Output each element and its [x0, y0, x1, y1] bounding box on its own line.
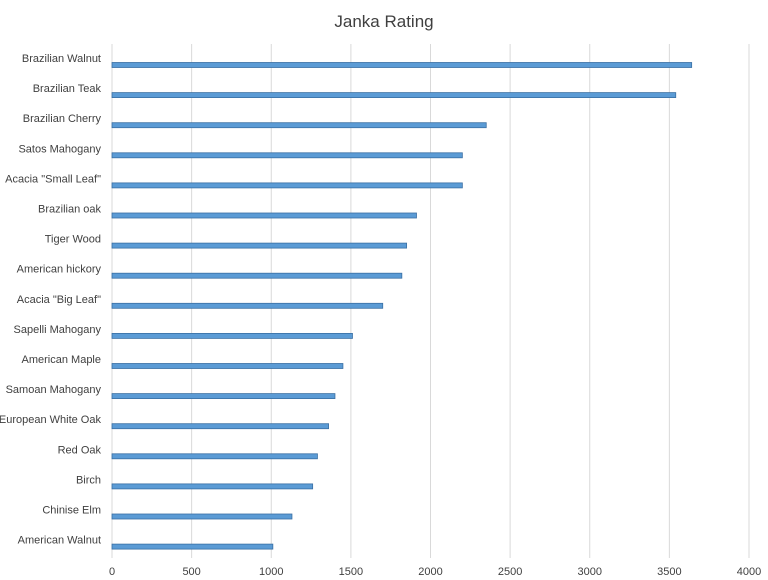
x-tick-label: 500: [182, 566, 200, 578]
bar: [111, 62, 693, 68]
category-label: Chinise Elm: [42, 505, 101, 517]
category-label: American hickory: [17, 264, 102, 276]
category-label: Acacia "Small Leaf": [5, 173, 101, 185]
bar: [111, 543, 274, 550]
category-label: Brazilian Walnut: [22, 53, 101, 65]
bar: [111, 242, 408, 249]
category-label: Tiger Wood: [45, 234, 101, 246]
category-label: Birch: [76, 474, 101, 486]
bar: [111, 483, 314, 490]
x-tick-label: 3500: [657, 566, 681, 578]
bar: [111, 122, 487, 129]
category-label: American Walnut: [18, 535, 101, 547]
bar: [111, 423, 329, 430]
category-label: American Maple: [22, 354, 101, 366]
bar: [111, 332, 353, 339]
category-label: Sapelli Mahogany: [14, 324, 102, 336]
bar: [111, 92, 677, 98]
x-tick-label: 0: [109, 566, 115, 578]
x-tick-label: 1500: [339, 566, 363, 578]
bar: [111, 453, 318, 460]
bar: [111, 272, 403, 279]
x-tick-label: 3000: [578, 566, 602, 578]
chart-title: Janka Rating: [334, 12, 434, 31]
x-tick-label: 1000: [259, 566, 283, 578]
bar: [111, 393, 336, 400]
bar: [111, 212, 417, 219]
category-label: Brazilian Teak: [33, 83, 102, 95]
category-label: Brazilian Cherry: [23, 113, 102, 125]
category-label: Acacia "Big Leaf": [17, 294, 101, 306]
bar: [111, 302, 384, 309]
bar: [111, 513, 293, 520]
category-label: Brazilian oak: [38, 204, 101, 216]
category-label: Satos Mahogany: [18, 143, 101, 155]
x-tick-label: 4000: [737, 566, 761, 578]
bar: [111, 363, 344, 369]
x-tick-label: 2000: [418, 566, 442, 578]
category-label: Samoan Mahogany: [6, 384, 102, 396]
bar: [111, 182, 463, 189]
bar: [111, 152, 463, 159]
category-label: Red Oak: [58, 444, 102, 456]
category-label: European White Oak: [0, 414, 101, 426]
x-tick-label: 2500: [498, 566, 522, 578]
